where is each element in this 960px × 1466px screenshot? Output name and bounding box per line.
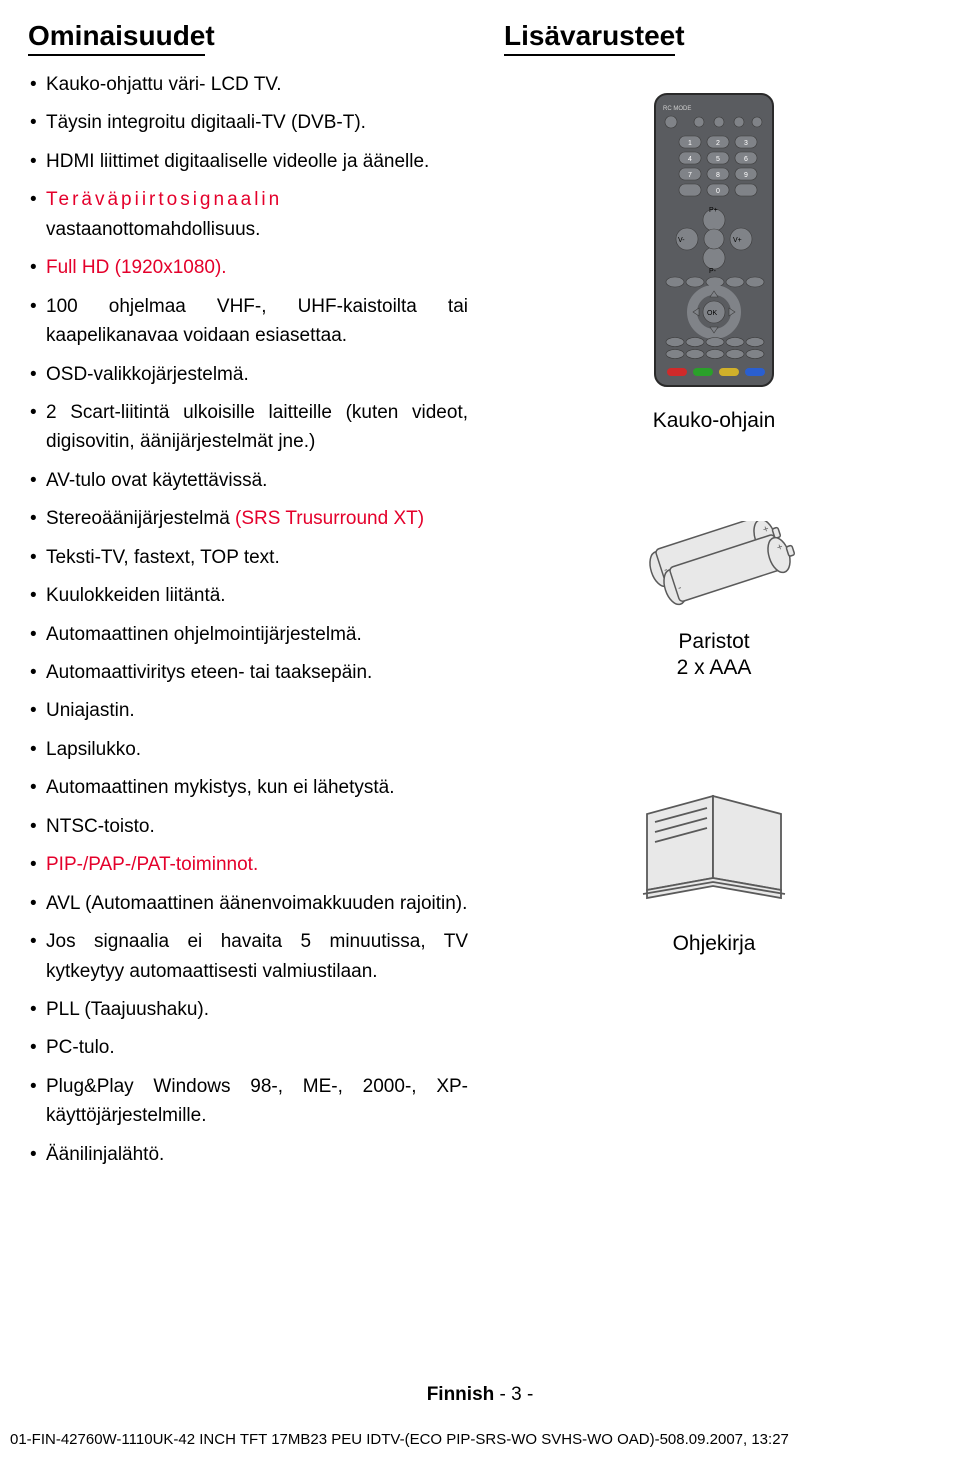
feature-item: PLL (Taajuushaku). <box>28 995 468 1024</box>
svg-text:0: 0 <box>716 188 720 195</box>
feature-item: PC-tulo. <box>28 1033 468 1062</box>
feature-item: Teksti-TV, fastext, TOP text. <box>28 543 468 572</box>
feature-item: Lapsilukko. <box>28 735 468 764</box>
feature-list: Kauko-ohjattu väri- LCD TV. Täysin integr… <box>28 70 468 1169</box>
svg-text:RC MODE: RC MODE <box>663 106 691 112</box>
feature-item: 2 Scart-liitintä ulkoisille laitteille (… <box>28 398 468 457</box>
feature-item: AVL (Automaattinen äänenvoimakkuuden raj… <box>28 889 468 918</box>
svg-text:4: 4 <box>688 156 692 163</box>
feature-item: Stereoäänijärjestelmä (SRS Trusurround X… <box>28 504 468 533</box>
accessories-heading: Lisävarusteet <box>504 20 924 56</box>
svg-text:OK: OK <box>707 310 717 317</box>
feature-item: 100 ohjelmaa VHF-, UHF-kaistoilta tai ka… <box>28 292 468 351</box>
svg-text:V-: V- <box>678 237 685 244</box>
book-block: Ohjekirja <box>504 778 924 956</box>
footer-language: Finnish <box>427 1384 495 1405</box>
remote-block: RC MODE 1 2 3 4 5 6 7 8 9 0 P+ P- V- V+ <box>504 90 924 433</box>
book-label: Ohjekirja <box>504 932 924 956</box>
svg-text:5: 5 <box>716 156 720 163</box>
svg-text:P-: P- <box>709 268 717 275</box>
svg-text:3: 3 <box>744 140 748 147</box>
feature-item: Automaattinen mykistys, kun ei lähetystä… <box>28 773 468 802</box>
footer-filename: 01-FIN-42760W-1110UK-42 INCH TFT 17MB23 … <box>10 1431 789 1448</box>
footer-page-number: - 3 - <box>494 1384 533 1405</box>
book-icon <box>629 778 799 913</box>
features-heading: Ominaisuudet <box>28 20 468 56</box>
feature-item: Full HD (1920x1080). <box>28 253 468 282</box>
feature-item: PIP-/PAP-/PAT-toiminnot. <box>28 850 468 879</box>
feature-item: Teräväpiirtosignaalin vastaanottomahdoll… <box>28 185 468 244</box>
svg-text:6: 6 <box>744 156 748 163</box>
svg-text:9: 9 <box>744 172 748 179</box>
feature-item: Automaattiviritys eteen- tai taaksepäin. <box>28 658 468 687</box>
svg-text:P+: P+ <box>709 207 718 214</box>
svg-text:1: 1 <box>688 140 692 147</box>
batteries-icon: + - + - <box>629 521 799 611</box>
feature-item: Äänilinjalähtö. <box>28 1140 468 1169</box>
feature-item: Plug&Play Windows 98-, ME-, 2000-, XP-kä… <box>28 1072 468 1131</box>
feature-item: Kuulokkeiden liitäntä. <box>28 581 468 610</box>
svg-text:2: 2 <box>716 140 720 147</box>
feature-item: NTSC-toisto. <box>28 812 468 841</box>
page-footer: Finnish - 3 - <box>0 1384 960 1406</box>
feature-item: Automaattinen ohjelmointijärjestelmä. <box>28 620 468 649</box>
batteries-sub: 2 x AAA <box>504 656 924 680</box>
feature-item: Uniajastin. <box>28 696 468 725</box>
svg-text:7: 7 <box>688 172 692 179</box>
feature-item: Jos signaalia ei havaita 5 minuutissa, T… <box>28 927 468 986</box>
remote-label: Kauko-ohjain <box>504 409 924 433</box>
feature-item: HDMI liittimet digitaaliselle videolle j… <box>28 147 468 176</box>
svg-text:V+: V+ <box>733 237 742 244</box>
feature-item: OSD-valikkojärjestelmä. <box>28 360 468 389</box>
feature-item: AV-tulo ovat käytettävissä. <box>28 466 468 495</box>
batteries-label: Paristot <box>504 630 924 654</box>
feature-item: Täysin integroitu digitaali-TV (DVB-T). <box>28 108 468 137</box>
svg-text:8: 8 <box>716 172 720 179</box>
feature-item: Kauko-ohjattu väri- LCD TV. <box>28 70 468 99</box>
remote-icon: RC MODE 1 2 3 4 5 6 7 8 9 0 P+ P- V- V+ <box>649 90 779 390</box>
batteries-block: + - + - Paristot 2 x AAA <box>504 521 924 680</box>
